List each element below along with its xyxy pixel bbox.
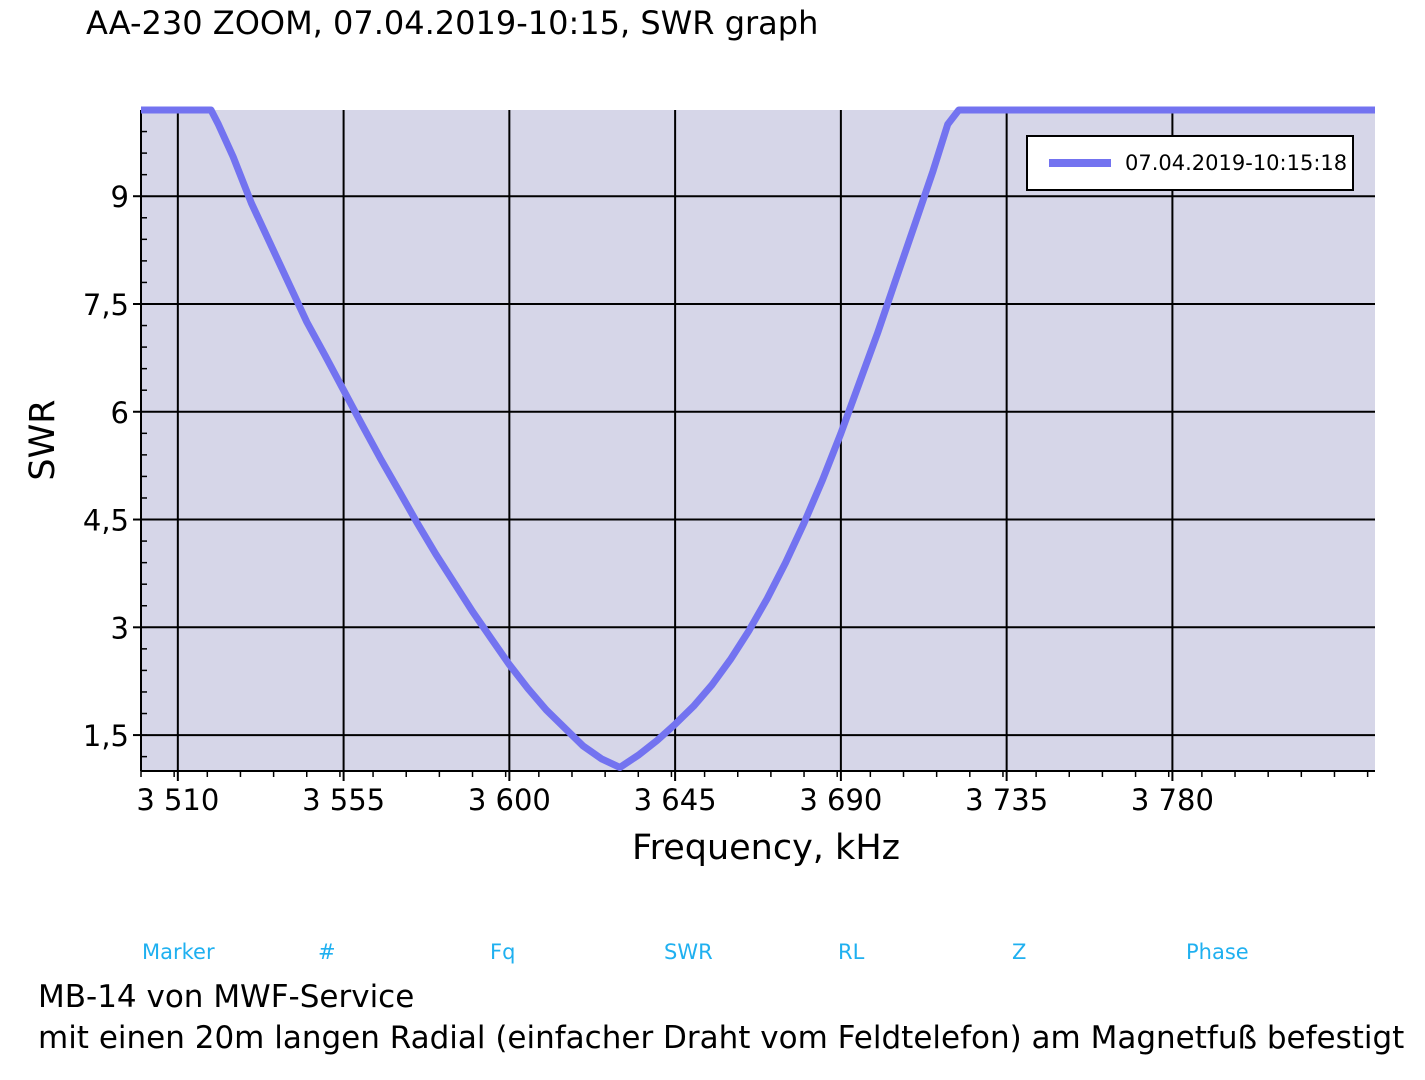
x-tick-label: 3 645 [634, 783, 717, 817]
x-tick-label: 3 780 [1131, 783, 1214, 817]
x-tick-label: 3 690 [799, 783, 882, 817]
number-column-header[interactable]: # [318, 940, 336, 964]
x-tick-label: 3 600 [468, 783, 551, 817]
marker-table-header: Marker # Fq SWR RL Z Phase [0, 940, 1425, 970]
y-tick-label: 3 [111, 611, 129, 645]
swr-column-header[interactable]: SWR [664, 940, 713, 964]
series-line [141, 106, 1375, 771]
x-tick-label: 3 510 [136, 783, 219, 817]
impedance-column-header[interactable]: Z [1012, 940, 1027, 964]
y-tick-label: 6 [111, 396, 129, 430]
marker-column-header[interactable]: Marker [142, 940, 215, 964]
note-line-2: mit einen 20m langen Radial (einfacher D… [38, 1020, 1405, 1056]
y-tick-label: 7,5 [83, 288, 129, 322]
y-tick-label: 1,5 [83, 719, 129, 753]
y-tick-label: 9 [111, 180, 129, 214]
x-tick-label: 3 555 [302, 783, 385, 817]
swr-chart: 3 510 3 555 3 600 3 645 3 690 3 735 3 780 1,5 3 4… [23, 106, 1375, 868]
legend-label: 07.04.2019-10:15:18 [1125, 151, 1347, 175]
y-axis-label: SWR [23, 399, 63, 480]
y-tick-label: 4,5 [83, 504, 129, 538]
frequency-column-header[interactable]: Fq [490, 940, 516, 964]
return-loss-column-header[interactable]: RL [838, 940, 865, 964]
plot-area [141, 110, 1375, 771]
x-tick-label: 3 735 [965, 783, 1048, 817]
chart-title: AA-230 ZOOM, 07.04.2019-10:15, SWR graph [86, 4, 819, 42]
note-line-1: MB-14 von MWF-Service [38, 979, 415, 1015]
x-axis-label: Frequency, kHz [632, 828, 900, 868]
phase-column-header[interactable]: Phase [1186, 940, 1249, 964]
